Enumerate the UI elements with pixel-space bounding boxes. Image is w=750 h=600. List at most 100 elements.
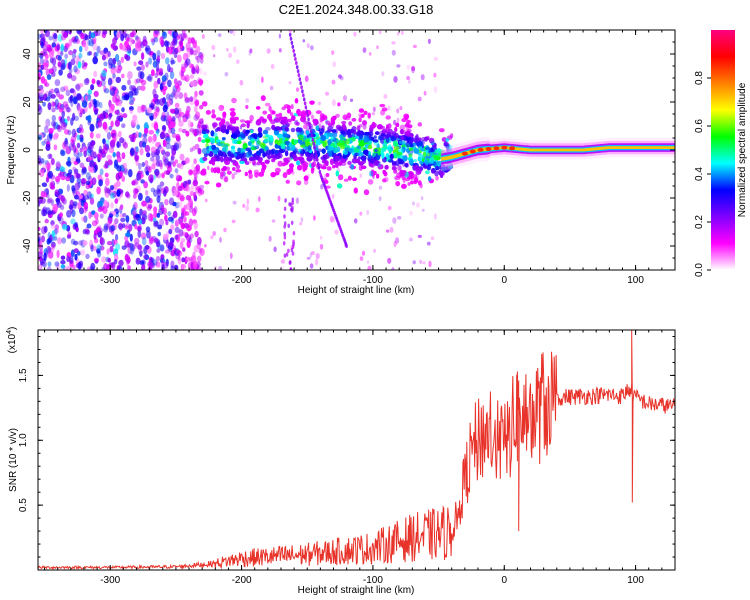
heatmap-cell <box>248 157 255 161</box>
heatmap-cell <box>131 39 136 44</box>
heatmap-cell <box>312 118 319 124</box>
heatmap-cell <box>370 169 375 175</box>
snr-x-ticks: -300 -200 -100 0 100 <box>44 330 676 586</box>
heatmap-cell <box>282 172 288 179</box>
heatmap-cell <box>211 44 216 51</box>
heatmap-cell <box>165 136 171 145</box>
heatmap-cell <box>160 204 165 212</box>
heatmap-cell <box>63 85 69 91</box>
heatmap-cell <box>71 187 76 194</box>
heatmap-cell <box>435 156 441 160</box>
snr-x-axis-label: Height of straight line (km) <box>298 585 415 596</box>
heatmap-cell <box>146 230 151 239</box>
heatmap-cell <box>68 169 73 175</box>
heatmap-cell <box>266 48 271 54</box>
heatmap-cell <box>394 160 400 167</box>
heatmap-cell <box>433 56 438 61</box>
heatmap-cell <box>313 145 317 150</box>
heatmap-cell <box>220 118 226 125</box>
heatmap-cell <box>60 195 65 203</box>
heatmap-cell <box>154 72 158 79</box>
heatmap-cell <box>85 183 91 190</box>
heatmap-cell <box>287 223 291 228</box>
heatmap-cell <box>221 147 227 153</box>
heatmap-cell <box>54 132 59 139</box>
heatmap-cell <box>200 169 207 176</box>
heatmap-cell <box>61 237 67 244</box>
heatmap-cell <box>38 88 45 95</box>
heatmap-cell <box>189 128 195 133</box>
heatmap-cell <box>400 128 404 135</box>
heatmap-cell <box>206 150 210 154</box>
heatmap-cell <box>413 159 418 163</box>
heatmap-cell <box>195 164 201 172</box>
heatmap-cell <box>346 112 352 119</box>
heatmap-cell <box>135 78 141 84</box>
heatmap-cell <box>344 147 350 152</box>
heatmap-cell <box>428 260 432 268</box>
heatmap-cell <box>285 179 290 184</box>
heatmap-cell <box>387 257 392 264</box>
heatmap-cell <box>283 206 287 211</box>
heatmap-cell <box>267 135 274 141</box>
heatmap-cell <box>73 168 79 175</box>
heatmap-cell <box>78 240 84 246</box>
heatmap-cell <box>157 77 161 85</box>
heatmap-cell <box>135 257 141 265</box>
heatmap-cell <box>69 88 75 94</box>
heatmap-cell <box>90 244 94 252</box>
heatmap-cell <box>417 180 422 186</box>
heatmap-cell <box>272 110 276 115</box>
heatmap-cell <box>274 167 281 173</box>
heatmap-cell <box>112 94 117 103</box>
heatmap-cell <box>445 138 450 142</box>
heatmap-cell <box>178 229 184 237</box>
heatmap-cell <box>286 108 292 114</box>
heatmap-cell <box>303 124 307 129</box>
heatmap-cell <box>224 144 229 148</box>
heatmap-cell <box>93 90 99 97</box>
heatmap-cell <box>83 106 88 113</box>
heatmap-cell <box>170 127 176 135</box>
heatmap-cell <box>260 95 266 101</box>
colorbar-ticks: 0.0 0.2 0.4 0.6 0.8 <box>694 71 711 277</box>
heatmap-cell <box>390 135 397 142</box>
heatmap-cell <box>140 104 145 113</box>
heatmap-cell <box>117 223 123 230</box>
heatmap-cell <box>194 172 198 181</box>
heatmap-cell <box>391 41 396 45</box>
heatmap-cell <box>39 169 45 178</box>
heatmap-cell <box>282 241 286 246</box>
heatmap-cell <box>348 148 354 153</box>
heatmap-cell <box>72 264 76 270</box>
heatmap-cell <box>288 81 292 85</box>
heatmap-cell <box>338 161 343 166</box>
heatmap-cell <box>199 248 205 256</box>
heatmap-cell <box>143 254 149 260</box>
heatmap-cell <box>366 260 370 264</box>
heatmap-cell <box>283 253 287 258</box>
heatmap-cell <box>101 69 107 77</box>
heatmap-cell <box>219 236 222 243</box>
heatmap-cell <box>245 161 250 166</box>
heatmap-cell <box>363 137 370 143</box>
heatmap-cell <box>207 165 210 171</box>
heatmap-cell <box>43 225 48 233</box>
heatmap-cell <box>173 107 180 115</box>
heatmap-cell <box>259 116 265 122</box>
heatmap-cell <box>41 182 48 187</box>
heatmap-cell <box>41 208 46 217</box>
heatmap-cell <box>102 30 108 35</box>
heatmap-cell <box>189 187 194 194</box>
heatmap-cell <box>312 141 316 146</box>
heatmap-cell <box>162 233 169 241</box>
heatmap-cell <box>67 72 73 79</box>
heatmap-cell <box>129 106 134 111</box>
heatmap-cell <box>142 133 148 138</box>
heatmap-cell <box>406 64 411 70</box>
heatmap-cell <box>223 176 228 182</box>
heatmap-cell <box>165 93 171 101</box>
y-tick-label: 0 <box>22 147 33 153</box>
heatmap-cell <box>220 156 224 163</box>
heatmap-cell <box>72 39 78 44</box>
